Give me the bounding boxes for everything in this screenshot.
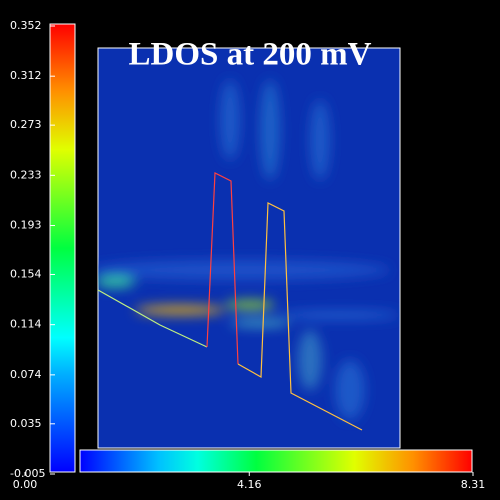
colorbar-tick-label: 0.074 (10, 368, 42, 381)
heatmap-texture (98, 80, 400, 420)
colorbar-tick-label: 0.00 (13, 478, 38, 491)
colorbar-tick-label: 0.352 (10, 19, 42, 32)
colorbar-tick-label: 4.16 (237, 478, 262, 491)
colorbar-tick-label: 0.154 (10, 267, 42, 280)
colorbar-tick-label: 0.193 (10, 219, 42, 232)
colorbar-tick-label: 8.31 (461, 478, 486, 491)
colorbar-tick-label: 0.233 (10, 168, 42, 181)
colorbar-tick-label: 0.114 (10, 318, 42, 331)
colorbar-tick-label: 0.035 (10, 417, 42, 430)
colorbar (49, 23, 76, 473)
chart-title: LDOS at 200 mV (129, 37, 372, 73)
colorbar-tick-label: 0.273 (10, 118, 42, 131)
colorbar-tick-label: 0.312 (10, 69, 42, 82)
colorbar-tick-label: -0.005 (10, 467, 45, 480)
colorbar-horizontal (79, 449, 473, 473)
potential-trace (97, 172, 363, 431)
